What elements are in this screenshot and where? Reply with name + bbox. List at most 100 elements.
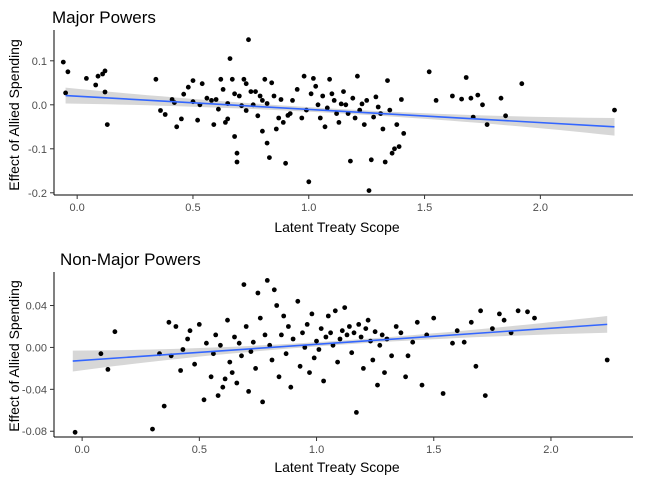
data-point <box>335 359 340 365</box>
data-point <box>375 104 381 110</box>
data-point <box>361 366 366 371</box>
data-point <box>220 384 226 390</box>
data-point <box>150 426 155 432</box>
data-point <box>287 111 293 116</box>
data-point <box>257 93 263 99</box>
data-point <box>316 347 322 352</box>
data-point <box>63 90 68 96</box>
data-point <box>248 349 254 354</box>
data-point <box>255 113 261 119</box>
data-point <box>322 124 328 130</box>
data-point <box>389 150 395 156</box>
data-point <box>246 37 251 43</box>
data-point <box>501 317 507 323</box>
data-point <box>426 69 432 75</box>
data-point <box>72 429 78 435</box>
y-tick-label: 0.04 <box>26 301 47 313</box>
data-point <box>223 120 228 125</box>
data-point <box>338 101 344 107</box>
data-point <box>297 363 303 369</box>
data-point <box>234 380 240 386</box>
data-point <box>440 391 446 396</box>
data-point <box>337 336 343 342</box>
data-point <box>352 115 358 121</box>
data-point <box>181 91 187 97</box>
data-point <box>350 95 356 101</box>
data-point <box>473 363 479 369</box>
data-point <box>173 324 179 329</box>
data-point <box>290 336 296 342</box>
data-point <box>225 317 230 323</box>
data-point <box>399 97 404 102</box>
data-point <box>267 155 272 161</box>
data-point <box>433 98 439 103</box>
data-point <box>241 282 247 287</box>
data-point <box>519 81 525 87</box>
data-point <box>174 124 180 130</box>
data-point <box>104 122 110 127</box>
data-point <box>324 105 330 111</box>
data-point <box>264 140 270 146</box>
data-point <box>271 287 277 293</box>
data-point <box>239 353 244 359</box>
data-point <box>612 107 617 113</box>
data-point <box>260 399 265 405</box>
data-point <box>401 131 407 136</box>
data-point <box>236 93 242 99</box>
plot-area: 0.0 0.5 1.0 1.5 2.0 0.1 0.0 -0.1 -0.2 <box>28 30 633 214</box>
data-point <box>162 112 168 117</box>
data-point <box>276 374 282 380</box>
data-point <box>84 76 89 81</box>
data-point <box>264 278 270 283</box>
data-point <box>329 91 335 97</box>
data-point <box>306 179 312 185</box>
data-point <box>280 120 286 125</box>
data-point <box>459 96 464 102</box>
y-tick-label: -0.04 <box>22 384 47 396</box>
data-point <box>372 329 378 335</box>
data-point <box>344 332 350 338</box>
data-point <box>515 308 521 314</box>
x-axis-title: Latent Treaty Scope <box>274 219 400 235</box>
data-point <box>385 78 390 83</box>
data-point <box>380 126 386 132</box>
data-point <box>290 98 295 103</box>
data-point <box>220 87 226 92</box>
chart-title: Non-Major Powers <box>60 250 201 269</box>
data-point <box>300 330 305 336</box>
data-point <box>328 330 333 336</box>
x-tick-label: 1.5 <box>426 444 441 456</box>
data-point <box>468 95 474 101</box>
data-point <box>497 311 502 317</box>
data-point <box>204 340 209 346</box>
data-point <box>229 76 235 82</box>
data-point <box>273 126 279 132</box>
y-tick-label: -0.1 <box>28 144 47 156</box>
x-tick-label: 2.0 <box>543 444 558 456</box>
data-point <box>478 308 483 314</box>
data-point <box>405 353 411 359</box>
data-point <box>269 357 275 363</box>
data-point <box>185 336 191 342</box>
data-point <box>229 370 235 375</box>
x-axis-title: Latent Treaty Scope <box>274 459 400 475</box>
panel-non-major-powers: Non-Major Powers Latent Treaty Scope Eff… <box>6 250 633 475</box>
data-point <box>232 134 238 139</box>
y-tick-label: 0.1 <box>32 56 47 68</box>
data-point <box>187 328 193 334</box>
data-point <box>95 73 101 79</box>
data-point <box>218 342 223 348</box>
data-point <box>334 111 339 116</box>
data-point <box>260 128 265 134</box>
data-point <box>377 342 383 348</box>
data-point <box>262 76 268 82</box>
data-point <box>179 116 184 122</box>
data-point <box>348 158 353 164</box>
panel-major-powers: Major Powers Latent Treaty Scope Effect … <box>6 8 633 235</box>
data-point <box>60 59 66 65</box>
data-point <box>373 94 379 100</box>
data-point <box>355 73 360 79</box>
data-point <box>153 76 159 82</box>
data-point <box>361 122 367 127</box>
